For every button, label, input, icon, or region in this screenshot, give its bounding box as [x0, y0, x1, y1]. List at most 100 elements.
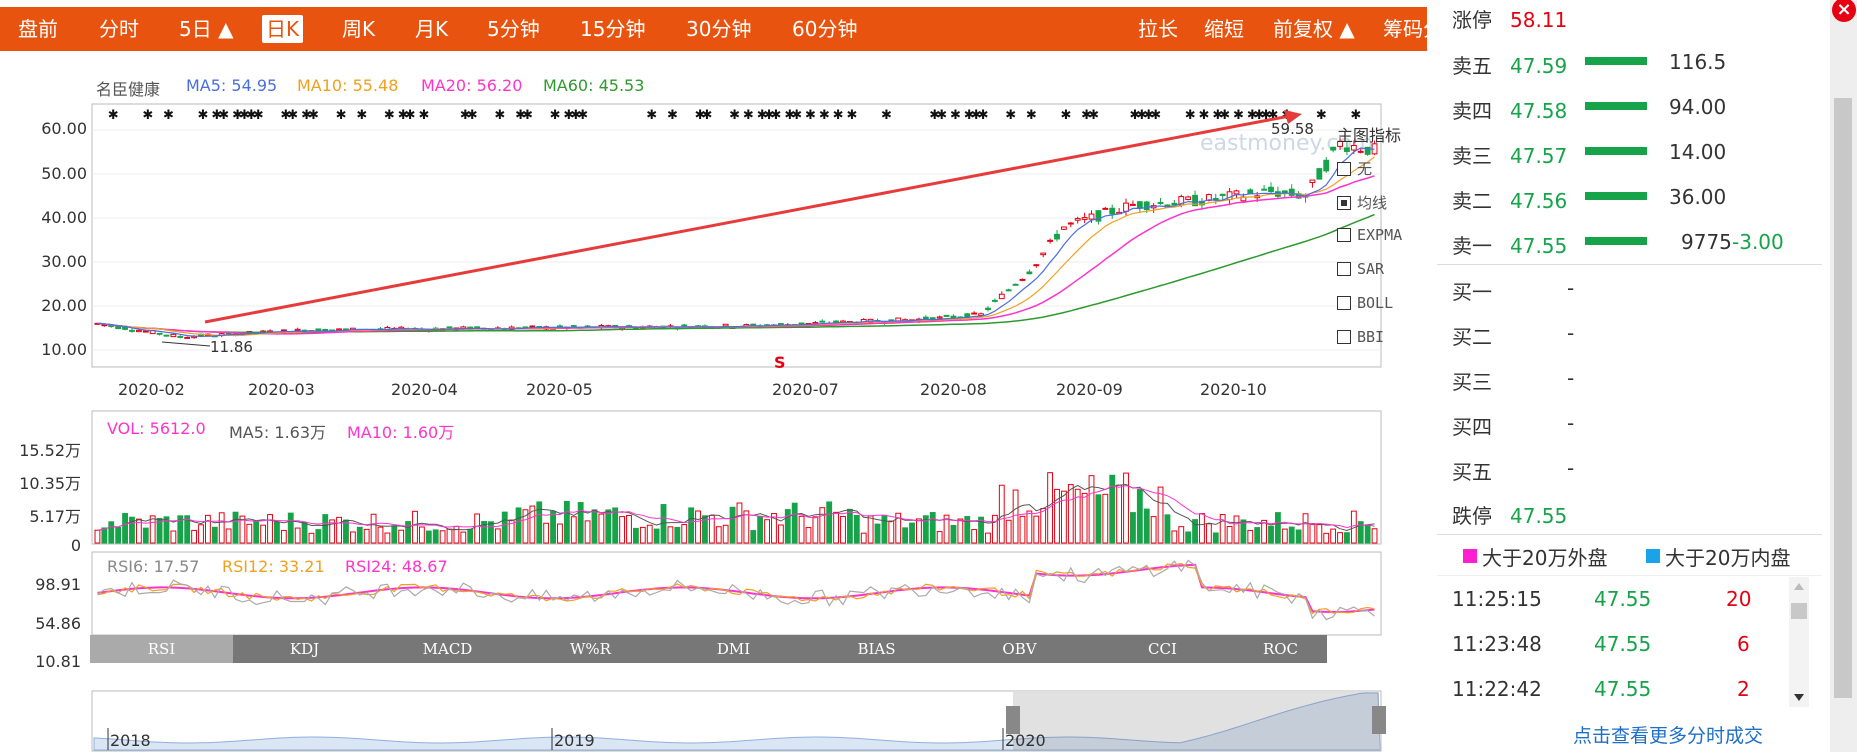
checkbox-checked-icon[interactable]: [1337, 196, 1351, 210]
more-trades-link[interactable]: 点击查看更多分时成交: [1573, 725, 1764, 747]
tab-cci[interactable]: CCI: [1148, 640, 1177, 658]
event-marker[interactable]: ✱: [1350, 108, 1361, 123]
scroll-down-arrow-icon[interactable]: [1794, 694, 1804, 701]
stretch-button[interactable]: 拉长: [1138, 17, 1178, 41]
event-marker[interactable]: ✱: [1212, 108, 1223, 123]
tab-intraday[interactable]: 分时: [99, 17, 139, 41]
event-marker[interactable]: ✱: [1247, 108, 1258, 123]
trades-scrollbar[interactable]: [1789, 577, 1809, 707]
event-marker[interactable]: ✱: [308, 108, 319, 123]
panel-scrollbar[interactable]: [1830, 0, 1857, 752]
event-marker[interactable]: ✱: [108, 108, 119, 123]
event-marker[interactable]: ✱: [833, 108, 844, 123]
event-marker[interactable]: ✱: [1026, 108, 1037, 123]
close-icon[interactable]: ×: [1832, 0, 1856, 22]
event-marker[interactable]: ✱: [577, 108, 588, 123]
event-marker[interactable]: ✱: [1185, 108, 1196, 123]
event-marker[interactable]: ✱: [246, 108, 257, 123]
checkbox-icon[interactable]: [1337, 296, 1351, 310]
event-marker[interactable]: ✱: [211, 108, 222, 123]
checkbox-icon[interactable]: [1337, 228, 1351, 242]
event-marker[interactable]: ✱: [743, 108, 754, 123]
tab-macd[interactable]: MACD: [422, 640, 473, 658]
event-marker[interactable]: ✱: [1199, 108, 1210, 123]
event-marker[interactable]: ✱: [846, 108, 857, 123]
event-marker[interactable]: ✱: [784, 108, 795, 123]
navigator-window[interactable]: [1013, 692, 1379, 750]
indicator-ma[interactable]: 均线: [1337, 192, 1387, 213]
event-marker[interactable]: ✱: [460, 108, 471, 123]
event-marker[interactable]: ✱: [978, 108, 989, 123]
event-marker[interactable]: ✱: [936, 108, 947, 123]
event-marker[interactable]: ✱: [418, 108, 429, 123]
event-marker[interactable]: ✱: [522, 108, 533, 123]
indicator-none[interactable]: 无: [1337, 158, 1372, 179]
tab-60min[interactable]: 60分钟: [792, 17, 858, 41]
event-marker[interactable]: ✱: [494, 108, 505, 123]
scroll-up-arrow-icon[interactable]: [1794, 583, 1804, 590]
event-marker[interactable]: ✱: [467, 108, 478, 123]
event-marker[interactable]: ✱: [550, 108, 561, 123]
indicator-boll[interactable]: BOLL: [1337, 294, 1393, 312]
tab-bias[interactable]: BIAS: [857, 640, 896, 658]
event-marker[interactable]: ✱: [1268, 108, 1279, 123]
indicator-sar[interactable]: SAR: [1337, 260, 1384, 278]
scroll-thumb[interactable]: [1791, 603, 1807, 619]
event-marker[interactable]: ✱: [1219, 108, 1230, 123]
event-marker[interactable]: ✱: [764, 108, 775, 123]
panel-scroll-thumb[interactable]: [1834, 98, 1852, 698]
event-marker[interactable]: ✱: [1143, 108, 1154, 123]
tab-weekly-k[interactable]: 周K: [342, 17, 376, 41]
event-marker[interactable]: ✱: [757, 108, 768, 123]
event-marker[interactable]: ✱: [646, 108, 657, 123]
event-marker[interactable]: ✱: [1261, 108, 1272, 123]
event-marker[interactable]: ✱: [280, 108, 291, 123]
tab-15min[interactable]: 15分钟: [580, 17, 646, 41]
event-marker[interactable]: ✱: [1316, 108, 1327, 123]
event-marker[interactable]: ✱: [1233, 108, 1244, 123]
event-marker[interactable]: ✱: [701, 108, 712, 123]
indicator-bbi[interactable]: BBI: [1337, 328, 1384, 346]
event-marker[interactable]: ✱: [729, 108, 740, 123]
event-marker[interactable]: ✱: [819, 108, 830, 123]
event-marker[interactable]: ✱: [964, 108, 975, 123]
chip-distribution-button[interactable]: 筹码分布: [1383, 17, 1463, 41]
event-marker[interactable]: ✱: [971, 108, 982, 123]
tab-dmi[interactable]: DMI: [716, 640, 751, 658]
event-marker[interactable]: ✱: [232, 108, 243, 123]
event-marker[interactable]: ✱: [405, 108, 416, 123]
tab-roc[interactable]: ROC: [1262, 640, 1299, 658]
event-marker[interactable]: ✱: [1081, 108, 1092, 123]
event-marker[interactable]: ✱: [950, 108, 961, 123]
event-marker[interactable]: ✱: [336, 108, 347, 123]
event-marker[interactable]: ✱: [695, 108, 706, 123]
event-marker[interactable]: ✱: [239, 108, 250, 123]
event-marker[interactable]: ✱: [253, 108, 264, 123]
checkbox-icon[interactable]: [1337, 330, 1351, 344]
event-marker[interactable]: ✱: [881, 108, 892, 123]
tab-premarket[interactable]: 盘前: [18, 17, 58, 41]
event-marker[interactable]: ✱: [515, 108, 526, 123]
event-marker[interactable]: ✱: [384, 108, 395, 123]
shrink-button[interactable]: 缩短: [1204, 17, 1244, 41]
tab-daily-k[interactable]: 日K: [262, 15, 304, 43]
event-marker[interactable]: ✱: [356, 108, 367, 123]
event-marker[interactable]: ✱: [198, 108, 209, 123]
event-marker[interactable]: ✱: [1060, 108, 1071, 123]
tab-5min[interactable]: 5分钟: [487, 17, 540, 41]
event-marker[interactable]: ✱: [570, 108, 581, 123]
tab-monthly-k[interactable]: 月K: [415, 17, 449, 41]
event-marker[interactable]: ✱: [163, 108, 174, 123]
navigator-right-handle[interactable]: [1372, 706, 1386, 734]
event-marker[interactable]: ✱: [287, 108, 298, 123]
event-marker[interactable]: ✱: [805, 108, 816, 123]
navigator-left-handle[interactable]: [1006, 706, 1020, 734]
event-marker[interactable]: ✱: [1254, 108, 1265, 123]
event-marker[interactable]: ✱: [301, 108, 312, 123]
tab-30min[interactable]: 30分钟: [686, 17, 752, 41]
adjust-dropdown[interactable]: 前复权 ▲: [1273, 17, 1355, 41]
event-marker[interactable]: ✱: [1136, 108, 1147, 123]
event-marker[interactable]: ✱: [929, 108, 940, 123]
checkbox-icon[interactable]: [1337, 162, 1351, 176]
event-marker[interactable]: ✱: [218, 108, 229, 123]
